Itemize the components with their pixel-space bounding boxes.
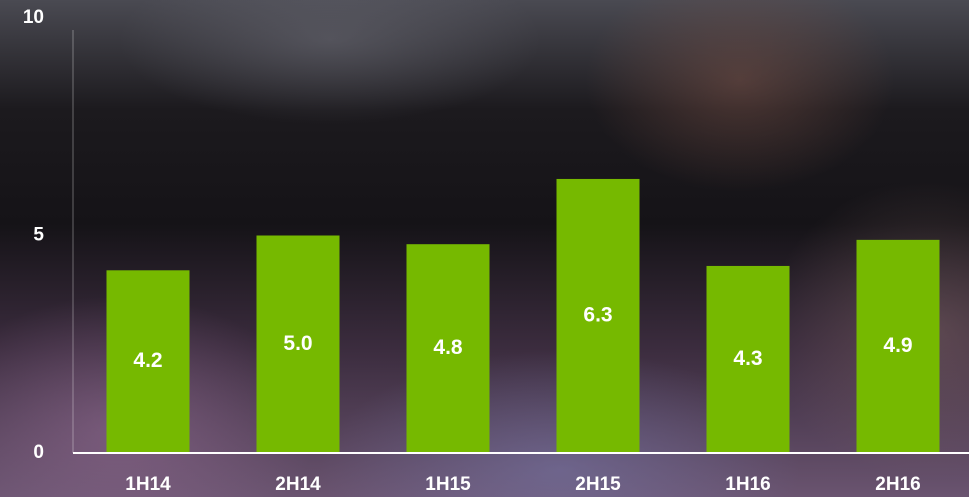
x-tick-label: 1H16: [725, 474, 770, 495]
data-label: 4.9: [883, 334, 912, 357]
data-label: 4.8: [433, 336, 463, 359]
x-tick-label: 2H14: [275, 474, 321, 495]
y-tick-label: 10: [23, 7, 44, 28]
data-label: 4.2: [133, 349, 162, 372]
x-tick-label: 1H15: [425, 474, 471, 495]
data-label: 4.3: [733, 347, 762, 370]
y-tick-label: 5: [33, 225, 44, 246]
y-tick-label: 0: [33, 442, 44, 463]
x-tick-label: 1H14: [125, 474, 171, 495]
x-tick-label: 2H16: [875, 474, 920, 495]
x-tick-label: 2H15: [575, 474, 621, 495]
bar: [406, 244, 490, 453]
bar: [106, 270, 190, 453]
bar: [556, 178, 640, 453]
bar: [856, 239, 940, 453]
data-label: 5.0: [283, 332, 312, 355]
bar: [706, 265, 790, 453]
bar: [256, 235, 340, 453]
data-label: 6.3: [583, 304, 612, 327]
